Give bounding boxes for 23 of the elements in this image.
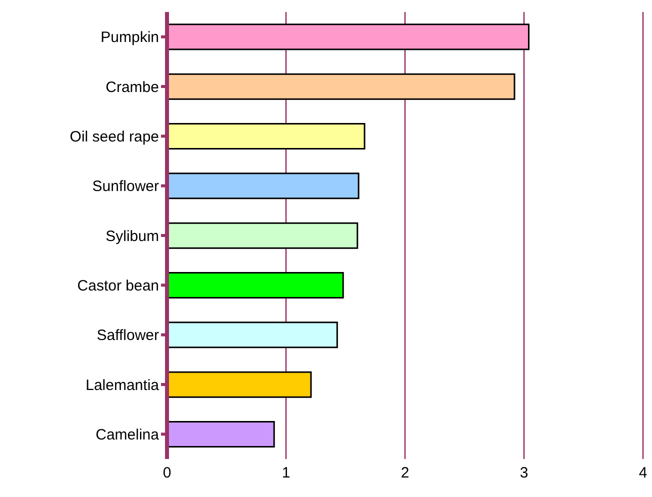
y-tick-label: Camelina	[96, 426, 160, 444]
y-tick-label: Oil seed rape	[70, 128, 159, 146]
y-tick-label: Safflower	[96, 327, 159, 344]
y-tick-label: Pumpkin	[100, 29, 159, 46]
x-tick-label: 2	[400, 464, 410, 482]
y-tick-label: Castor bean	[77, 277, 159, 294]
y-tick-label: Crambe	[106, 78, 159, 96]
bar	[167, 322, 338, 348]
x-tick-label: 3	[520, 464, 528, 482]
bar	[167, 222, 358, 249]
y-tick-label: Sylibum	[106, 228, 159, 245]
bar	[167, 24, 530, 50]
bar	[167, 371, 312, 398]
bar	[167, 73, 516, 100]
bar	[167, 421, 275, 448]
y-tick-label: Sunflower	[92, 178, 160, 196]
bar	[167, 172, 360, 200]
x-tick-label: 1	[282, 464, 290, 482]
y-tick-label: Lalemantia	[86, 376, 160, 394]
x-tick-label: 0	[162, 464, 172, 482]
bar	[167, 123, 366, 150]
x-tick-label: 4	[638, 464, 648, 482]
bar	[167, 272, 344, 298]
